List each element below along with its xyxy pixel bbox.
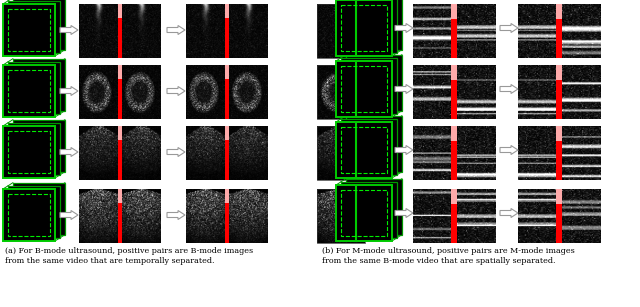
Bar [556,19,562,58]
Polygon shape [346,116,402,172]
Polygon shape [341,182,397,238]
Bar [518,189,600,243]
Polygon shape [346,179,402,235]
Bar [225,4,230,17]
Bar [556,189,562,204]
FancyArrow shape [167,147,185,157]
FancyArrow shape [395,146,413,154]
Polygon shape [8,186,60,238]
FancyArrow shape [395,24,413,33]
Bar [118,189,122,203]
Bar [451,204,457,243]
Bar [451,4,457,19]
Bar [413,65,495,119]
Polygon shape [8,123,60,175]
FancyArrow shape [395,84,413,94]
FancyArrow shape [395,208,413,217]
Polygon shape [3,189,55,241]
Text: (b) For M-mode ultrasound, positive pairs are M-mode images
from the same B-mode: (b) For M-mode ultrasound, positive pair… [322,247,575,265]
Polygon shape [13,0,65,50]
FancyArrow shape [167,25,185,34]
Bar [556,4,562,19]
Bar [79,4,161,58]
FancyArrow shape [60,147,78,157]
Bar [317,65,365,119]
Polygon shape [336,122,392,178]
Bar [79,65,161,119]
Polygon shape [336,0,392,56]
Bar [118,17,122,58]
Bar [317,189,365,243]
Polygon shape [346,0,402,50]
Polygon shape [336,185,392,241]
Bar [413,189,495,243]
Bar [413,126,495,180]
Polygon shape [3,65,55,117]
Polygon shape [346,55,402,111]
Polygon shape [13,120,65,172]
FancyArrow shape [500,146,518,154]
Bar [118,203,122,243]
Bar [118,139,122,180]
Bar [317,4,365,58]
Bar [225,126,230,139]
Bar [225,189,230,203]
Bar [118,79,122,119]
Polygon shape [8,62,60,114]
Bar [186,189,268,243]
Bar [186,65,268,119]
FancyArrow shape [500,84,518,94]
FancyArrow shape [60,25,78,34]
Bar [451,80,457,119]
Polygon shape [336,61,392,117]
Bar [225,79,230,119]
Bar [451,126,457,141]
Bar [451,65,457,80]
Bar [225,203,230,243]
Polygon shape [13,183,65,235]
Bar [556,126,562,141]
Bar [451,189,457,204]
Bar [518,126,600,180]
Bar [118,126,122,139]
Bar [413,4,495,58]
Bar [518,65,600,119]
Bar [556,141,562,180]
Bar [186,4,268,58]
FancyArrow shape [500,24,518,33]
Bar [518,4,600,58]
Polygon shape [8,1,60,53]
Polygon shape [341,119,397,175]
Bar [556,80,562,119]
Bar [186,126,268,180]
Bar [451,19,457,58]
Bar [79,189,161,243]
Bar [118,65,122,79]
FancyArrow shape [167,87,185,95]
Bar [225,17,230,58]
Polygon shape [341,58,397,114]
Bar [225,65,230,79]
Polygon shape [3,4,55,56]
Bar [451,141,457,180]
Text: (a) For B-mode ultrasound, positive pairs are B-mode images
from the same video : (a) For B-mode ultrasound, positive pair… [5,247,253,265]
FancyArrow shape [167,211,185,220]
Polygon shape [341,0,397,53]
Polygon shape [3,126,55,178]
FancyArrow shape [60,211,78,220]
Bar [225,139,230,180]
Bar [79,126,161,180]
Bar [556,204,562,243]
Polygon shape [13,59,65,111]
FancyArrow shape [60,87,78,95]
Bar [317,126,365,180]
FancyArrow shape [500,208,518,217]
Bar [118,4,122,17]
Bar [556,65,562,80]
